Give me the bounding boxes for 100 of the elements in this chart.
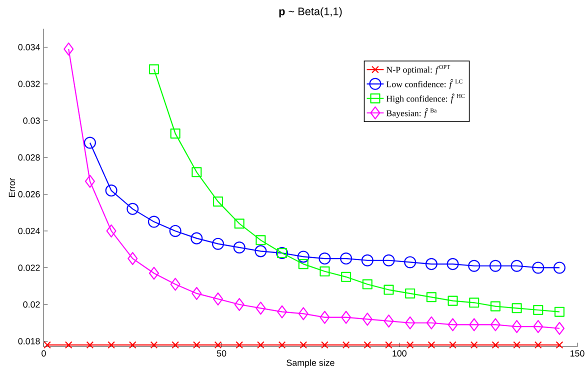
point: [385, 341, 392, 349]
point: [426, 316, 436, 330]
point: [364, 341, 372, 349]
point: [212, 238, 224, 250]
point: [470, 341, 478, 349]
point: [169, 225, 182, 238]
point: [256, 341, 264, 349]
point: [513, 341, 521, 349]
point: [234, 298, 244, 312]
y-tick-label: 0.02: [23, 302, 40, 308]
point: [425, 258, 438, 270]
point: [512, 320, 522, 334]
y-tick-label: 0.018: [18, 338, 40, 345]
point: [426, 292, 436, 302]
point: [428, 341, 436, 349]
y-tick-label: 0.032: [18, 81, 40, 88]
point: [190, 232, 203, 245]
point: [362, 279, 372, 290]
point: [170, 278, 180, 292]
point: [298, 307, 308, 320]
point: [318, 252, 331, 265]
point: [512, 303, 522, 314]
point: [404, 256, 416, 268]
point: [105, 184, 118, 197]
point: [277, 306, 288, 319]
point: [256, 302, 266, 315]
point: [446, 258, 459, 270]
x-tick-label: 100: [392, 350, 407, 357]
point: [148, 64, 160, 74]
point: [234, 218, 244, 229]
point: [405, 288, 416, 299]
y-tick-label: 0.024: [18, 228, 40, 234]
point: [340, 252, 352, 265]
point: [126, 203, 139, 216]
point: [469, 318, 480, 332]
y-tick-label: 0.028: [18, 154, 40, 161]
y-tick-label: 0.034: [18, 44, 40, 51]
point: [321, 341, 328, 349]
x-tick-label: 150: [570, 350, 584, 357]
point: [236, 341, 244, 349]
point: [86, 341, 94, 349]
point: [320, 266, 330, 277]
point: [448, 318, 458, 332]
point: [406, 341, 414, 349]
point: [362, 312, 372, 326]
point: [532, 262, 544, 274]
point: [490, 302, 500, 312]
point: [233, 242, 246, 254]
point: [108, 341, 116, 349]
point: [192, 287, 202, 300]
x-axis-title: Sample size: [286, 360, 334, 368]
point: [468, 260, 480, 272]
point: [84, 136, 96, 150]
point: [554, 307, 565, 318]
point: [148, 216, 160, 228]
point: [150, 341, 158, 349]
point: [64, 42, 74, 56]
point: [449, 341, 456, 349]
point: [128, 341, 136, 349]
point: [342, 341, 350, 349]
y-tick-label: 0.026: [18, 191, 40, 198]
point: [84, 175, 95, 188]
chart-title: p ~ Beta(1,1): [279, 7, 342, 18]
point: [148, 266, 160, 280]
point: [534, 341, 542, 349]
y-tick-label: 0.03: [23, 118, 40, 124]
point: [361, 254, 374, 267]
point: [106, 224, 116, 238]
legend-label: Bayesian: f̂$^{Ba}$: [386, 108, 437, 118]
point: [128, 252, 138, 266]
point: [192, 341, 200, 349]
point: [44, 341, 51, 349]
point: [553, 262, 566, 274]
point: [212, 292, 224, 306]
point: [254, 245, 267, 258]
point: [469, 298, 480, 308]
legend-label: High confidence: f̂$^{HC}$: [386, 94, 464, 104]
point: [490, 318, 500, 332]
point: [405, 316, 416, 330]
point: [489, 260, 502, 272]
point: [300, 341, 308, 349]
point: [170, 128, 180, 139]
point: [382, 254, 395, 267]
point: [172, 341, 180, 349]
point: [297, 250, 310, 263]
y-tick-label: 0.022: [18, 264, 40, 272]
point: [298, 259, 308, 270]
point: [556, 341, 564, 349]
point: [384, 314, 394, 328]
point: [341, 311, 352, 324]
y-axis-title: Error: [8, 178, 16, 198]
point: [320, 311, 330, 324]
point: [341, 272, 352, 282]
x-tick-label: 50: [216, 350, 226, 357]
x-tick-label: 0: [42, 350, 46, 357]
point: [510, 260, 523, 272]
point: [492, 341, 500, 349]
point: [384, 284, 394, 296]
point: [214, 341, 222, 349]
point: [554, 322, 565, 336]
